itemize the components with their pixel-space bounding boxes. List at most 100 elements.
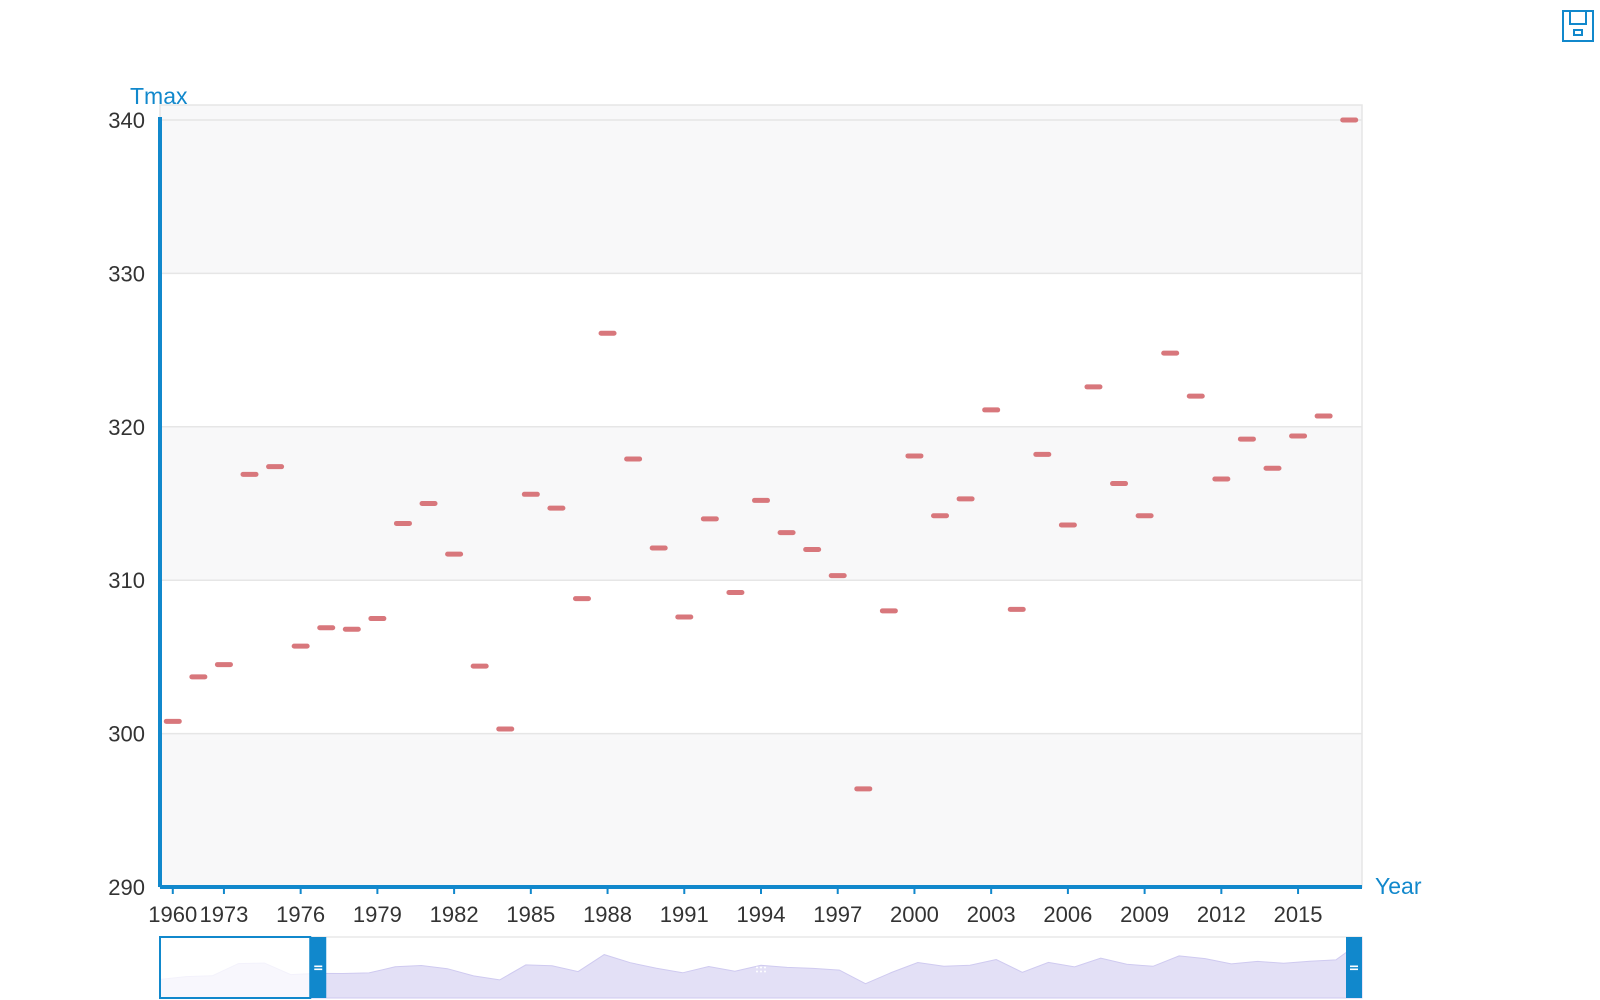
x-tick-label: 1994 [737, 902, 786, 927]
data-point[interactable] [240, 471, 259, 477]
data-point[interactable] [777, 530, 796, 536]
data-point[interactable] [1340, 117, 1359, 123]
slider-drag-dot [760, 966, 762, 969]
data-point[interactable] [854, 786, 873, 792]
data-point[interactable] [905, 453, 924, 459]
slider-drag-dot [756, 970, 758, 973]
data-point[interactable] [879, 608, 898, 614]
data-point[interactable] [624, 456, 643, 462]
y-tick-label: 330 [108, 261, 145, 286]
x-tick-label: 2006 [1043, 902, 1092, 927]
slider-handle-grip [314, 965, 323, 968]
data-point[interactable] [752, 497, 770, 503]
data-point[interactable] [393, 520, 412, 526]
slider-handle-grip [314, 968, 323, 971]
data-point[interactable] [470, 663, 489, 669]
data-point[interactable] [317, 625, 336, 631]
data-point[interactable] [598, 330, 617, 336]
x-tick-label: 1982 [430, 902, 479, 927]
x-tick-label: 1991 [660, 902, 709, 927]
x-tick-label: 2003 [967, 902, 1016, 927]
x-tick-label: 2000 [890, 902, 939, 927]
data-point[interactable] [1007, 606, 1026, 612]
data-point[interactable] [1263, 465, 1282, 471]
slider-drag-dot [764, 970, 766, 973]
band [160, 426, 1362, 581]
y-tick-label: 320 [108, 415, 145, 440]
axes [158, 117, 1362, 889]
x-tick-label: 1985 [506, 902, 555, 927]
x-axis-ticks: 1960 1973 1976 1979 1982 1985 1988 1991 1994 1997… [148, 887, 1323, 927]
x-tick-label: 1976 [276, 902, 325, 927]
data-point[interactable] [189, 674, 208, 680]
x-axis-title: Year [1375, 873, 1422, 899]
x-tick-label: 2009 [1120, 902, 1169, 927]
slider-selection[interactable] [159, 936, 312, 999]
data-point[interactable] [1084, 384, 1103, 390]
data-point[interactable] [726, 589, 745, 595]
data-point[interactable] [1237, 436, 1256, 442]
slider-handle-left[interactable] [310, 937, 327, 998]
data-point[interactable] [291, 643, 310, 649]
y-tick-label: 340 [108, 108, 145, 133]
data-point[interactable] [163, 718, 182, 724]
data-point[interactable] [931, 513, 950, 519]
data-point[interactable] [445, 551, 464, 557]
save-icon [1562, 10, 1594, 42]
data-point[interactable] [572, 596, 591, 602]
slider-drag-dot [756, 962, 758, 965]
data-point[interactable] [1033, 451, 1052, 457]
slider-drag-dot [760, 970, 762, 973]
data-point[interactable] [982, 407, 1001, 413]
x-tick-label: 1988 [583, 902, 632, 927]
data-point[interactable] [1058, 522, 1077, 528]
band [160, 120, 1362, 274]
data-point[interactable] [521, 491, 540, 497]
data-points [163, 117, 1359, 792]
data-point[interactable] [1212, 476, 1231, 482]
y-tick-label: 290 [108, 875, 145, 900]
x-tick-label: 2012 [1197, 902, 1246, 927]
x-tick-label: 1997 [813, 902, 862, 927]
data-point[interactable] [496, 726, 515, 732]
slider-handle-grip [1350, 965, 1358, 968]
y-axis-ticks: 290 300 310 320 330 340 [108, 108, 145, 900]
x-tick-label: 1960 [148, 902, 197, 927]
data-point[interactable] [1289, 433, 1308, 439]
data-point[interactable] [1135, 513, 1154, 519]
x-tick-label: 1979 [353, 902, 402, 927]
y-axis-title: Tmax [130, 83, 188, 109]
data-point[interactable] [419, 501, 438, 506]
plot-background [159, 104, 1363, 888]
slider-drag-dot [760, 962, 762, 965]
slider-drag-dot [756, 966, 758, 969]
slider-drag-dot [764, 962, 766, 965]
slider-handle-grip [1350, 968, 1358, 971]
data-point[interactable] [368, 616, 387, 622]
data-zoom-slider [159, 936, 1363, 999]
y-tick-label: 310 [108, 568, 145, 593]
slider-handle-right[interactable] [1346, 937, 1362, 998]
data-point[interactable] [956, 496, 975, 502]
data-point[interactable] [828, 573, 847, 579]
data-point[interactable] [1314, 413, 1333, 419]
data-point[interactable] [700, 516, 719, 522]
data-point[interactable] [803, 547, 822, 553]
data-point[interactable] [547, 505, 566, 511]
save-as-image-button[interactable] [1561, 9, 1595, 43]
x-tick-label: 1973 [199, 902, 248, 927]
slider-shadow-series [159, 940, 1363, 999]
data-point[interactable] [1161, 350, 1180, 356]
data-point[interactable] [1186, 393, 1205, 399]
y-tick-label: 300 [108, 722, 145, 747]
data-point[interactable] [266, 464, 285, 470]
band [160, 733, 1362, 887]
x-tick-label: 2015 [1274, 902, 1323, 927]
data-point[interactable] [342, 626, 361, 632]
data-point[interactable] [1110, 481, 1129, 487]
data-point[interactable] [649, 545, 668, 551]
slider-drag-dot [764, 966, 766, 969]
data-point[interactable] [214, 662, 233, 668]
data-point[interactable] [675, 614, 694, 620]
